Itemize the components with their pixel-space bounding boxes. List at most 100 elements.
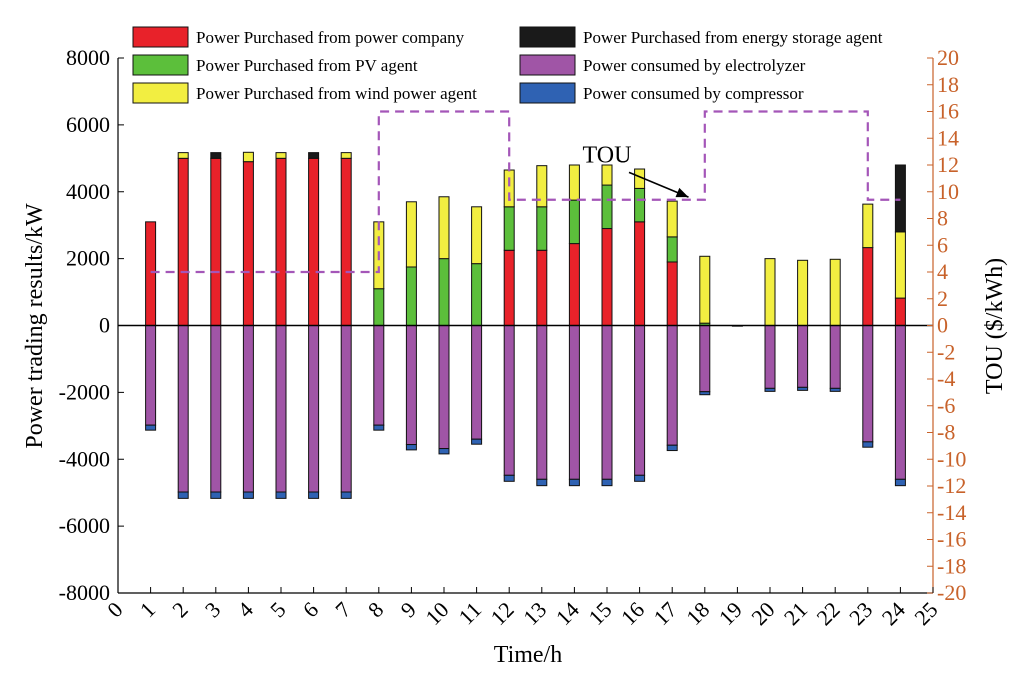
bar-segment-s4-t13 (536, 325, 548, 480)
bar-segment-s2-t17 (666, 200, 678, 238)
bar-segment-s2-t18 (699, 255, 711, 324)
x-axis-title: Time/h (494, 642, 562, 668)
bar-segment-s1-t10 (438, 258, 450, 326)
x-tick-label: 7 (330, 597, 355, 622)
y-tick-label: 4000 (66, 179, 110, 204)
bar-segment-s2-t10 (438, 196, 450, 260)
y2-tick-label: 16 (937, 99, 959, 124)
bar-segment-s4-t2 (177, 325, 189, 493)
y2-tick-label: 18 (937, 72, 959, 97)
y-axis-title: Power trading results/kW (22, 203, 48, 449)
bar-segment-s2-t22 (829, 258, 841, 327)
bar-segment-s1-t13 (536, 206, 548, 251)
bar-segment-s5-t6 (308, 491, 320, 499)
bar-segment-s0-t6 (308, 157, 320, 326)
bar-segment-s5-t10 (438, 448, 450, 455)
legend-swatch-3 (519, 54, 576, 76)
bar-segment-s0-t17 (666, 261, 678, 326)
bar-segment-s5-t3 (210, 491, 222, 499)
bar-segment-s5-t8 (373, 424, 385, 431)
y-tick-label: 2000 (66, 246, 110, 271)
bar-segment-s4-t24 (894, 325, 906, 480)
y2-tick-label: -16 (937, 527, 966, 552)
y2-tick-label: -14 (937, 500, 966, 525)
bar-segment-s0-t3 (210, 157, 222, 326)
bar-segment-s5-t14 (568, 478, 580, 487)
y-tick-label: -6000 (59, 513, 110, 538)
bar-segment-s4-t23 (862, 325, 874, 443)
bar-segment-s4-t20 (764, 325, 776, 389)
x-tick-label: 8 (363, 597, 388, 622)
bar-segment-s5-t12 (503, 474, 515, 482)
x-tick-label: 1 (135, 597, 160, 622)
legend-label-0: Power Purchased from power company (196, 28, 465, 47)
bar-segment-s0-t16 (634, 221, 646, 326)
legend-label-4: Power Purchased from wind power agent (196, 84, 477, 103)
tou-annotation-arrowhead (675, 187, 689, 198)
bar-segment-s0-t7 (340, 157, 352, 326)
bar-segment-s4-t22 (829, 325, 841, 389)
y2-tick-label: 4 (937, 259, 948, 284)
x-tick-label: 23 (844, 597, 877, 630)
y2-tick-label: -10 (937, 446, 966, 471)
bar-segment-s4-t15 (601, 325, 613, 480)
bar-segment-s4-t4 (242, 325, 254, 493)
x-tick-label: 4 (232, 597, 257, 622)
tou-layer (150, 110, 901, 274)
y2-tick-label: 2 (937, 286, 948, 311)
bar-segment-s0-t14 (568, 243, 580, 326)
y2-tick-label: -18 (937, 553, 966, 578)
bar-segment-s2-t9 (405, 201, 417, 268)
bar-segment-s4-t6 (308, 325, 320, 493)
bar-segment-s4-t18 (699, 325, 711, 393)
x-tick-label: 11 (453, 597, 486, 630)
y-tick-label: 0 (99, 313, 110, 338)
y2-tick-label: 8 (937, 206, 948, 231)
x-tick-label: 5 (265, 597, 290, 622)
y2-tick-label: -8 (937, 420, 955, 445)
bar-segment-s5-t1 (145, 424, 157, 431)
legend-label-1: Power Purchased from energy storage agen… (583, 28, 883, 47)
bar-segment-s0-t1 (145, 221, 157, 326)
tou-line (150, 110, 901, 274)
bar-segment-s1-t8 (373, 288, 385, 326)
tou-annotation-label: TOU (583, 142, 632, 168)
bar-segment-s5-t22 (829, 387, 841, 392)
y2-tick-label: -6 (937, 393, 955, 418)
bar-segment-s4-t7 (340, 325, 352, 493)
y2-tick-label: 20 (937, 45, 959, 70)
bar-segment-s3-t6 (308, 152, 320, 159)
x-tick-label: 20 (746, 597, 779, 630)
bar-segment-s4-t11 (471, 325, 483, 440)
bar-segment-s5-t11 (471, 438, 483, 445)
y-tick-label: 8000 (66, 45, 110, 70)
x-tick-label: 14 (551, 597, 584, 630)
x-tick-label: 6 (298, 597, 323, 622)
legend-swatch-4 (132, 82, 189, 104)
bar-segment-s2-t14 (568, 164, 580, 201)
legend-label-3: Power consumed by electrolyzer (583, 56, 806, 75)
bar-segment-s1-t11 (471, 263, 483, 326)
bar-segment-s5-t20 (764, 387, 776, 392)
y2-tick-label: 10 (937, 179, 959, 204)
bar-segment-s5-t2 (177, 491, 189, 499)
bar-segment-s0-t12 (503, 249, 515, 326)
bar-segment-s5-t18 (699, 391, 711, 396)
legend-label-2: Power Purchased from PV agent (196, 56, 418, 75)
bar-segment-s2-t12 (503, 169, 515, 208)
bar-segment-s1-t12 (503, 206, 515, 251)
bar-segment-s4-t10 (438, 325, 450, 450)
bar-segment-s1-t15 (601, 184, 613, 230)
bar-segment-s4-t14 (568, 325, 580, 480)
y2-tick-label: 12 (937, 152, 959, 177)
x-tick-label: 21 (779, 597, 812, 630)
bar-segment-s4-t9 (405, 325, 417, 446)
x-tick-label: 15 (583, 597, 616, 630)
bar-segment-s0-t24 (894, 297, 906, 326)
y2-axis-title: TOU ($/kWh) (982, 258, 1008, 394)
bar-segment-s4-t16 (634, 325, 646, 476)
bar-segment-s2-t21 (797, 259, 809, 326)
y-tick-label: -8000 (59, 580, 110, 605)
bar-segment-s5-t17 (666, 444, 678, 452)
